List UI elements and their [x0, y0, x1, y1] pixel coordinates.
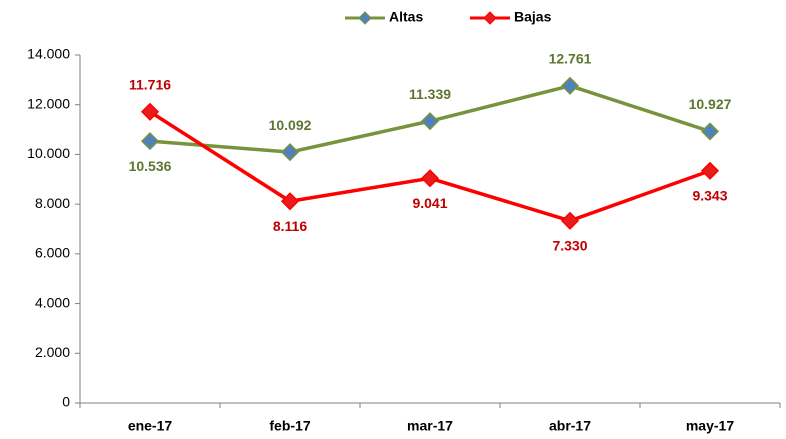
data-label: 10.927: [689, 96, 732, 112]
marker: [700, 122, 720, 141]
x-tick-label: ene-17: [128, 418, 173, 434]
y-tick-label: 2.000: [35, 344, 70, 360]
data-label: 11.339: [409, 86, 451, 102]
marker: [420, 169, 440, 188]
legend-marker: [358, 11, 372, 25]
y-tick-label: 14.000: [27, 46, 70, 62]
data-label: 11.716: [129, 76, 171, 92]
legend-label: Altas: [389, 9, 423, 25]
legend-label: Bajas: [514, 9, 552, 25]
y-tick-label: 0: [62, 394, 70, 410]
y-tick-label: 8.000: [35, 195, 70, 211]
marker: [560, 211, 580, 230]
marker: [280, 192, 300, 211]
x-tick-label: feb-17: [269, 418, 310, 434]
y-tick-label: 4.000: [35, 294, 70, 310]
marker: [140, 102, 160, 121]
marker: [700, 161, 720, 180]
marker: [280, 143, 300, 162]
data-label: 9.041: [412, 195, 447, 211]
x-tick-label: mar-17: [407, 418, 453, 434]
y-tick-label: 10.000: [27, 145, 70, 161]
x-tick-label: may-17: [686, 418, 734, 434]
data-label: 7.330: [552, 238, 587, 254]
marker: [140, 132, 160, 151]
legend-marker: [483, 11, 497, 25]
data-label: 12.761: [549, 51, 592, 67]
marker: [560, 76, 580, 95]
data-label: 9.343: [692, 187, 727, 203]
marker: [420, 112, 440, 131]
data-label: 10.536: [129, 158, 172, 174]
x-tick-label: abr-17: [549, 418, 591, 434]
y-tick-label: 6.000: [35, 245, 70, 261]
data-label: 10.092: [269, 117, 312, 133]
y-tick-label: 12.000: [27, 95, 70, 111]
data-label: 8.116: [273, 218, 307, 234]
